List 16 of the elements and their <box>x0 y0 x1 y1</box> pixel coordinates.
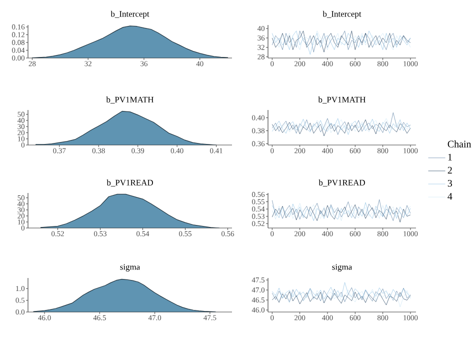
legend-title: Chain <box>448 140 472 148</box>
legend-label: 3 <box>448 180 452 187</box>
chart-title: sigma <box>120 264 140 272</box>
legend-label: 2 <box>448 166 452 174</box>
chart-title: sigma <box>332 264 352 272</box>
line-series <box>272 112 411 135</box>
chart-title: b_PV1MATH <box>106 96 154 104</box>
chart-title: b_PV1READ <box>318 180 365 186</box>
line-series <box>272 282 411 300</box>
line-series <box>272 287 411 302</box>
chart-title: b_PV1MATH <box>318 96 366 104</box>
legend-label: 1 <box>448 154 452 160</box>
chart-title: b_PV1READ <box>106 180 153 186</box>
legend-label: 4 <box>448 193 452 200</box>
chart-title: b_Intercept <box>322 10 362 18</box>
chart-title: b_Intercept <box>110 10 150 18</box>
